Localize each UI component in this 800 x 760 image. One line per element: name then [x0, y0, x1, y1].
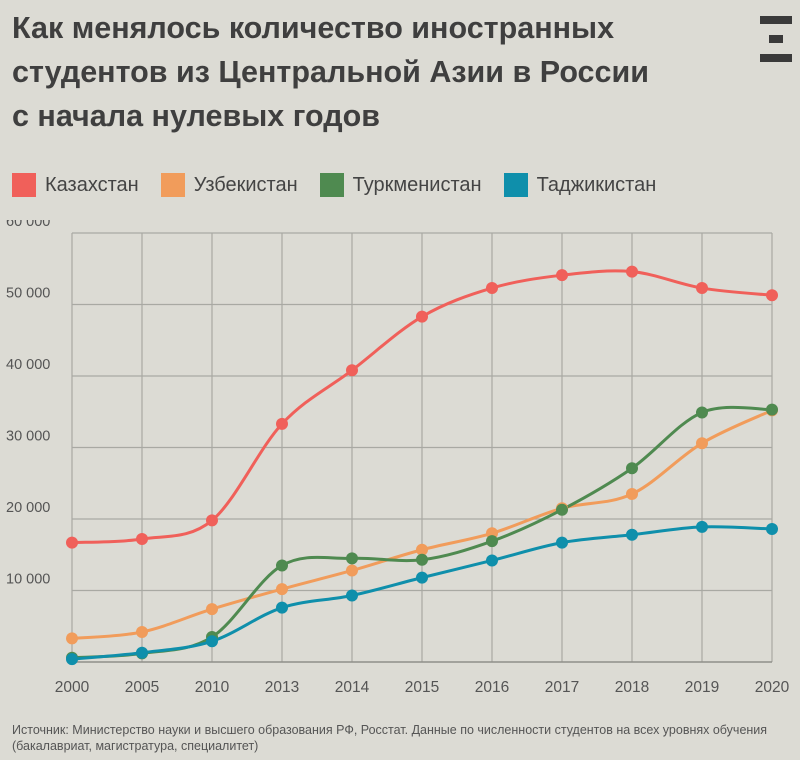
x-tick-label: 2015	[405, 679, 439, 696]
chart-title: Как менялось количество иностранных студ…	[12, 6, 712, 138]
x-tick-label: 2010	[195, 679, 230, 696]
data-point-kazakhstan	[416, 310, 428, 323]
legend-label-kazakhstan: Казахстан	[45, 173, 139, 196]
legend-label-uzbekistan: Узбекистан	[193, 173, 298, 196]
data-point-kazakhstan	[66, 536, 78, 549]
data-point-tajikistan	[276, 601, 288, 614]
y-tick-label: 40 000	[6, 357, 50, 373]
legend-swatch-uzbekistan	[160, 173, 185, 197]
x-tick-label: 2020	[755, 679, 790, 696]
data-point-turkmenistan	[486, 535, 498, 548]
legend-item-tajikistan: Таджикистан	[503, 173, 657, 197]
y-tick-label: 10 000	[6, 572, 50, 588]
x-tick-label: 2017	[545, 679, 579, 696]
legend: Казахстан Узбекистан Туркменистан Таджик…	[12, 170, 678, 200]
line-chart: 10 000 20 000 30 000 40 000 50 000 60 000 2000…	[6, 220, 790, 696]
data-point-kazakhstan	[696, 282, 708, 295]
data-point-uzbekistan	[416, 543, 428, 556]
x-tick-label: 2019	[685, 679, 719, 696]
data-point-tajikistan	[626, 528, 638, 541]
y-tick-label: 20 000	[6, 500, 50, 516]
data-point-uzbekistan	[276, 583, 288, 596]
data-point-turkmenistan	[626, 462, 638, 475]
legend-item-uzbekistan: Узбекистан	[160, 173, 298, 197]
data-point-kazakhstan	[136, 533, 148, 546]
data-point-turkmenistan	[556, 503, 568, 516]
data-point-uzbekistan	[66, 632, 78, 645]
data-point-tajikistan	[416, 571, 428, 584]
data-point-turkmenistan	[696, 406, 708, 419]
series-line-kazakhstan	[71, 269, 773, 545]
data-point-tajikistan	[346, 589, 358, 602]
source-note: Источник: Министерство науки и высшего о…	[12, 723, 768, 753]
x-tick-label: 2013	[265, 679, 299, 696]
x-tick-label: 2000	[55, 679, 90, 696]
data-point-tajikistan	[136, 646, 148, 659]
data-point-tajikistan	[696, 520, 708, 533]
data-point-kazakhstan	[766, 289, 778, 302]
title-line-2: студентов из Центральной Азии в России	[12, 55, 649, 89]
data-point-uzbekistan	[206, 603, 218, 616]
x-tick-label: 2018	[615, 679, 649, 696]
data-point-turkmenistan	[346, 552, 358, 565]
legend-swatch-tajikistan	[503, 173, 528, 197]
data-point-turkmenistan	[766, 403, 778, 416]
title-line-3: с начала нулевых годов	[12, 99, 380, 133]
data-point-uzbekistan	[136, 625, 148, 638]
title-line-1: Как менялось количество иностранных	[12, 11, 615, 45]
legend-label-turkmenistan: Туркменистан	[352, 173, 482, 196]
legend-swatch-turkmenistan	[319, 173, 344, 197]
data-point-uzbekistan	[346, 564, 358, 577]
x-tick-label: 2005	[125, 679, 159, 696]
data-point-tajikistan	[66, 653, 78, 666]
data-point-kazakhstan	[626, 265, 638, 278]
data-point-tajikistan	[206, 635, 218, 648]
data-point-kazakhstan	[556, 269, 568, 282]
legend-label-tajikistan: Таджикистан	[536, 173, 657, 196]
data-point-tajikistan	[486, 554, 498, 567]
data-point-tajikistan	[766, 523, 778, 536]
x-tick-label: 2014	[335, 679, 370, 696]
x-tick-label: 2016	[475, 679, 509, 696]
data-point-kazakhstan	[486, 282, 498, 295]
legend-swatch-kazakhstan	[12, 173, 36, 197]
data-point-kazakhstan	[346, 364, 358, 377]
e-logo-icon	[760, 16, 792, 62]
y-tick-label: 60 000	[6, 220, 50, 230]
legend-item-turkmenistan: Туркменистан	[319, 173, 482, 197]
data-point-uzbekistan	[696, 437, 708, 450]
data-point-kazakhstan	[276, 417, 288, 430]
data-point-tajikistan	[556, 536, 568, 549]
data-point-turkmenistan	[416, 553, 428, 566]
y-tick-label: 30 000	[6, 429, 50, 445]
legend-item-kazakhstan: Казахстан	[12, 173, 139, 197]
data-point-turkmenistan	[276, 559, 288, 572]
y-tick-label: 50 000	[6, 286, 50, 302]
data-point-kazakhstan	[206, 514, 218, 527]
data-point-uzbekistan	[626, 487, 638, 500]
